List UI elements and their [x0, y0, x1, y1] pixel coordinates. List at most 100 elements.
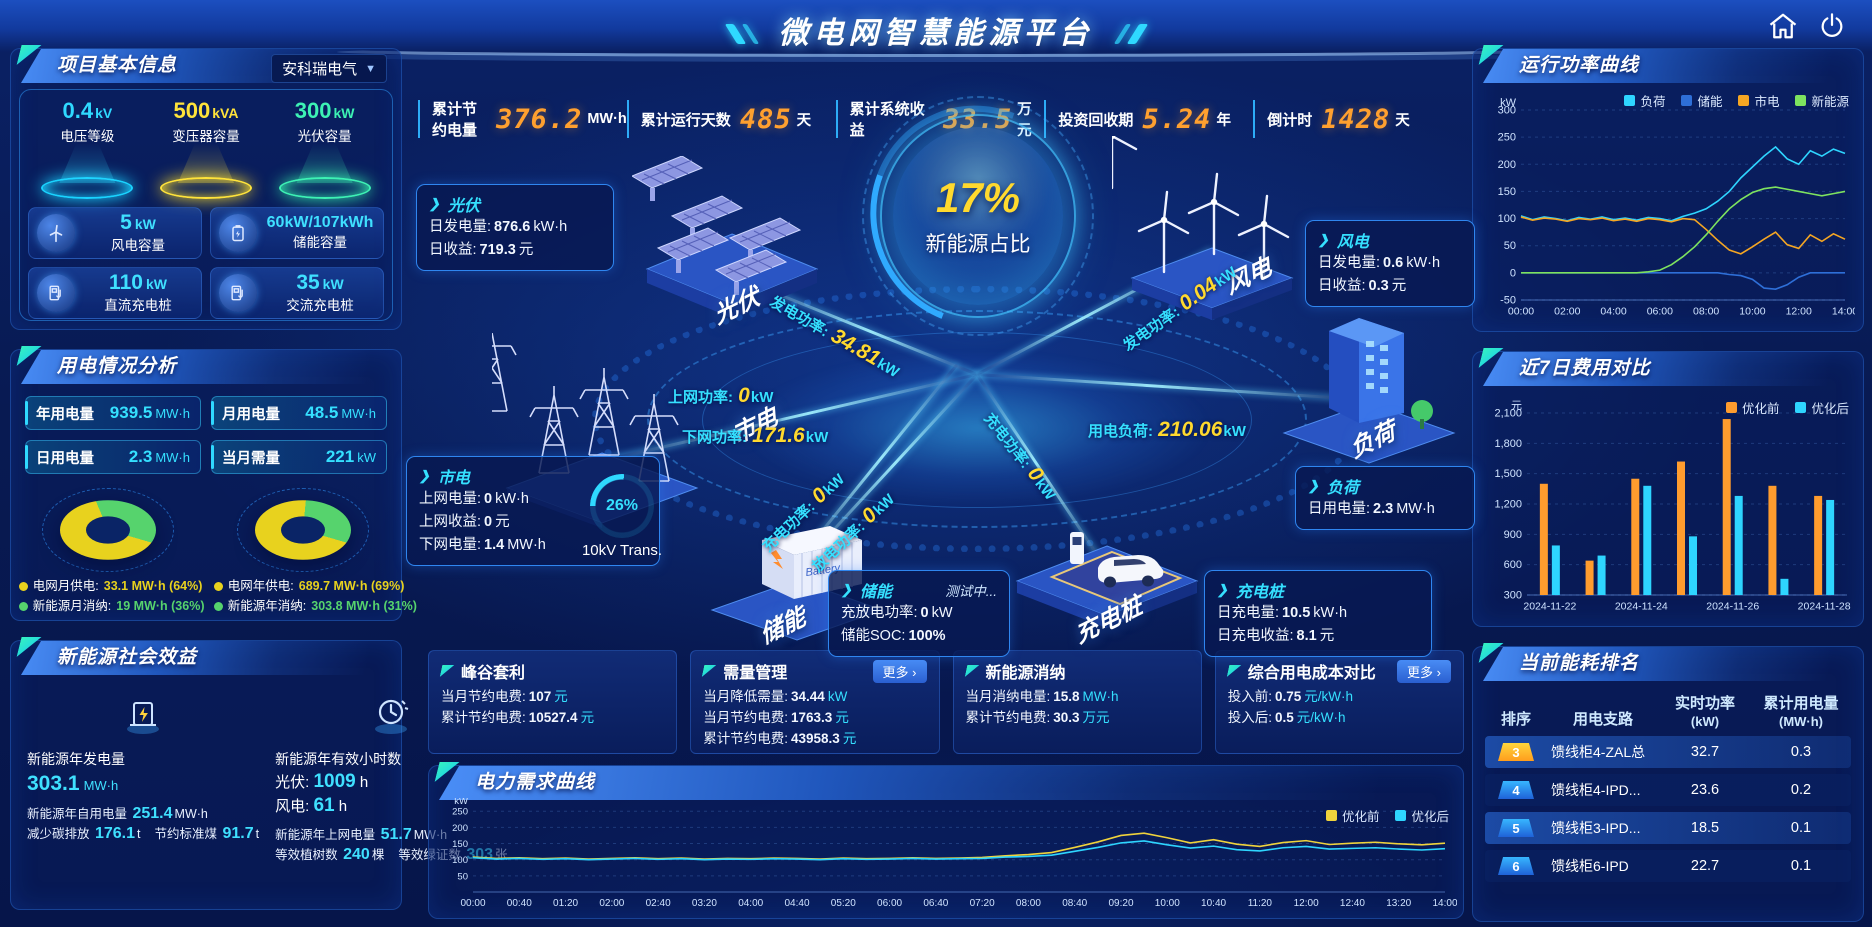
legend-item[interactable]: 电网月供电: 33.1 MW·h (64%): [18, 576, 202, 596]
legend-新能源[interactable]: 新能源: [1795, 91, 1849, 110]
legend-value: 33.1 MW·h (64%): [103, 579, 203, 593]
svg-text:10:40: 10:40: [1201, 898, 1226, 909]
benefit-label: 新能源年发电量: [27, 751, 125, 767]
data-row: 日充电量: 10.5 kW·h: [1217, 602, 1419, 625]
power-button[interactable]: [1818, 12, 1846, 45]
kpi-label: 累计运行天数: [640, 111, 731, 129]
kpi-unit: MW·h: [587, 111, 627, 127]
data-row: 上网收益: 0 元: [419, 511, 647, 534]
stat-label: 年用电量: [36, 406, 94, 423]
capacity-风电容量: 5 kW 风电容量: [28, 207, 202, 259]
row-value: 719.3: [479, 242, 516, 258]
renewable-share-sphere: 17% 新能源占比: [862, 96, 1094, 336]
legend-item[interactable]: 电网年供电: 689.7 MW·h (69%): [213, 576, 404, 596]
legend-优化后[interactable]: 优化后: [1795, 398, 1849, 417]
kpi-value: 485: [739, 103, 792, 135]
donut-chart: [60, 500, 157, 560]
storage-status-badge: 测试中...: [945, 584, 997, 599]
row-label: 日收益:: [429, 242, 477, 258]
svg-text:02:00: 02:00: [599, 898, 624, 909]
row-label: 当月节约电费:: [703, 710, 789, 725]
usage-stat-日用电量: 日用电量 2.3 MW·h: [25, 440, 201, 474]
home-button[interactable]: [1768, 12, 1798, 45]
capacity-label: 交流充电桩: [286, 298, 354, 314]
column-header-累计用电量: 累计用电量 (MW·h): [1751, 695, 1851, 730]
benefit-stat-减少碳排放: 减少碳排放 176.1 t: [27, 825, 141, 842]
legend-优化前[interactable]: 优化前: [1325, 806, 1379, 825]
capacity-交流充电桩: 35 kW 交流充电桩: [210, 267, 384, 319]
donut-group-0: 电网月供电: 33.1 MW·h (64%) 新能源月消纳: 19 MW·h (36%…: [18, 484, 204, 616]
capacity-label: 直流充电桩: [104, 298, 172, 314]
pv-island-illustration: [630, 155, 832, 326]
pedestal-label: 变压器容量: [172, 129, 240, 144]
svg-text:2,100: 2,100: [1494, 408, 1522, 420]
table-row[interactable]: 5 馈线柜3-IPD... 18.5 0.1: [1485, 812, 1851, 844]
column-header-unit: (kW): [1690, 713, 1720, 729]
row-label: 日发电量:: [1318, 255, 1381, 271]
table-row[interactable]: 6 馈线柜6-IPD 22.7 0.1: [1485, 850, 1851, 882]
data-row: 上网电量: 0 kW·h: [419, 488, 647, 511]
more-button[interactable]: 更多 ›: [872, 659, 927, 683]
row-unit: 元: [580, 710, 595, 725]
kpi-value: 1428: [1321, 103, 1391, 135]
row-unit: kW·h: [533, 219, 568, 235]
svg-text:0: 0: [1510, 267, 1516, 279]
kpi-stat-4: 倒计时 1428 天: [1253, 100, 1462, 138]
table-row[interactable]: 4 馈线柜4-IPD... 23.6 0.2: [1485, 774, 1851, 806]
legend-dot: [18, 601, 28, 611]
benefit-label: 新能源年有效小时数: [275, 751, 402, 767]
data-row: 当月节约电费: 1763.3 元: [703, 707, 926, 728]
row-label: 日发电量:: [429, 219, 492, 235]
ranking-table-body: 3 馈线柜4-ZAL总 32.7 0.3 4 馈线柜4-IPD... 23.6 0.2 5 馈线柜…: [1473, 736, 1863, 904]
total-energy: 0.3: [1790, 744, 1812, 760]
svg-text:150: 150: [452, 839, 468, 850]
legend-优化前[interactable]: 优化前: [1725, 398, 1779, 417]
benefit-stat-节约标准煤: 节约标准煤 91.7 t: [154, 825, 260, 842]
rank-badge: 3: [1498, 743, 1534, 761]
ranking-table-header: 排序 用电支路 实时功率 (kW) 累计用电量 (MW·h): [1473, 681, 1863, 736]
legend-item[interactable]: 新能源年消纳: 303.8 MW·h (31%): [213, 596, 417, 616]
battery-icon: [219, 214, 257, 252]
kpi-label: 累计节约电量: [432, 101, 478, 139]
box-title: 充电桩: [1235, 584, 1284, 601]
donut-decor-ring: [42, 488, 175, 572]
stat-value: 221: [325, 447, 355, 466]
row-label: 上网收益:: [419, 514, 482, 530]
more-button[interactable]: 更多 ›: [1397, 659, 1451, 683]
company-select[interactable]: 安科瑞电气 ▼: [271, 54, 387, 83]
row-value: 15.8: [1053, 689, 1080, 704]
legend-负荷[interactable]: 负荷: [1624, 91, 1665, 110]
transformer-load-gauge: 26%: [590, 474, 654, 538]
table-row[interactable]: 3 馈线柜4-ZAL总 32.7 0.3: [1485, 736, 1851, 768]
pedestal-label: 光伏容量: [297, 129, 352, 144]
data-row: 储能SOC: 100%: [841, 625, 997, 648]
legend-item[interactable]: 新能源月消纳: 19 MW·h (36%): [18, 596, 204, 616]
branch-name: 馈线柜4-IPD...: [1551, 782, 1641, 798]
capacity-label: 储能容量: [293, 235, 347, 251]
card-corner-icon: [964, 665, 979, 677]
box-title: 储能: [859, 584, 892, 601]
capacity-unit: kW: [145, 275, 167, 292]
svg-text:-50: -50: [1500, 295, 1516, 307]
legend-储能[interactable]: 储能: [1681, 91, 1722, 110]
row-label: 累计节约电费:: [441, 710, 526, 725]
svg-text:100: 100: [1498, 213, 1516, 225]
stat-unit: MW·h: [155, 405, 190, 421]
data-row: 日收益: 0.3 元: [1318, 275, 1462, 298]
load-island-illustration: [1274, 283, 1464, 468]
stat-unit: MW·h: [155, 449, 190, 465]
svg-text:12:00: 12:00: [1294, 898, 1319, 909]
row-unit: MW·h: [507, 537, 546, 553]
legend-市电[interactable]: 市电: [1738, 91, 1779, 110]
card-综合用电成本对比: 综合用电成本对比 更多 › 投入前: 0.75 元/kW·h 投入后: 0.5 元/kW·h: [1214, 650, 1464, 754]
panel-title: 用电情况分析: [57, 356, 178, 377]
row-value: 0.5: [1275, 710, 1294, 725]
chevron-down-icon: ▼: [365, 62, 376, 75]
legend-优化后[interactable]: 优化后: [1395, 806, 1449, 825]
rank-badge: 6: [1498, 857, 1534, 875]
svg-text:50: 50: [1504, 240, 1516, 252]
stat-unit: kW: [357, 449, 376, 465]
legend-label: 市电: [1754, 95, 1780, 109]
row-value: 10.5: [1282, 605, 1311, 621]
legend-swatch: [1795, 402, 1807, 413]
